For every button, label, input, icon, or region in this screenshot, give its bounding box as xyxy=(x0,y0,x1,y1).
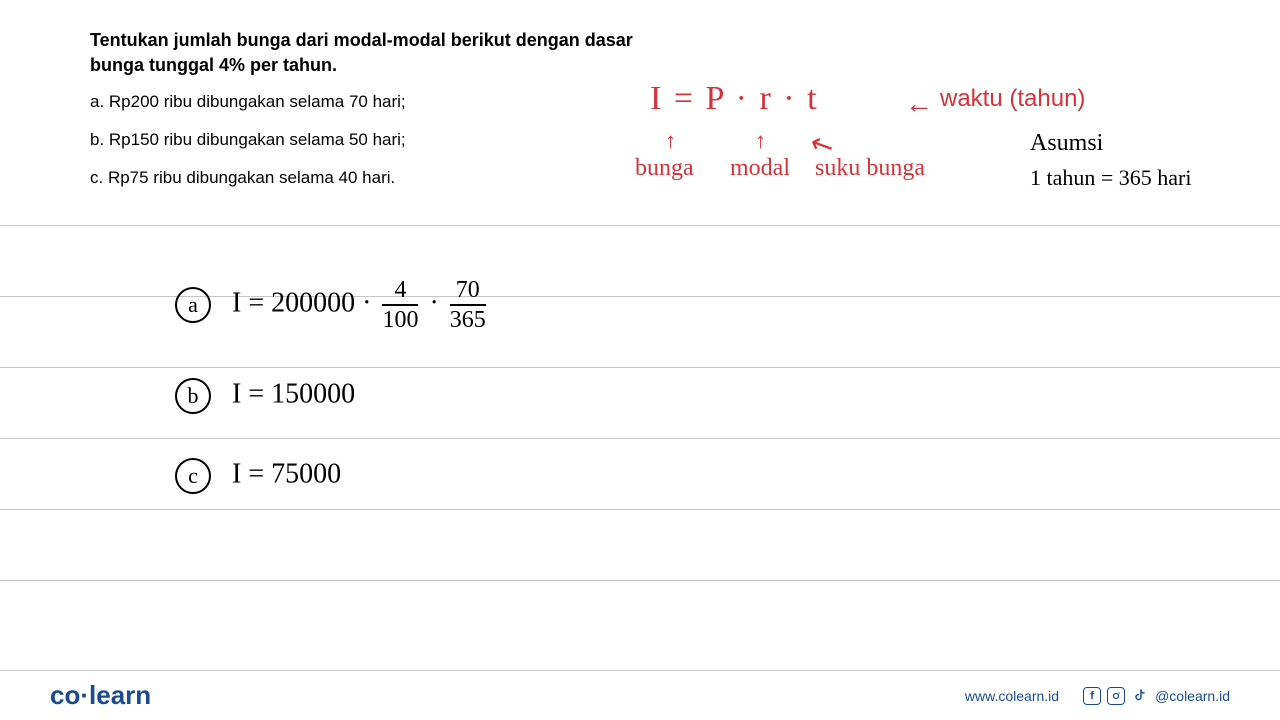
work-label-c: c xyxy=(175,458,211,494)
rule-line xyxy=(0,438,1280,439)
work-c-text: I = 75000 xyxy=(232,458,341,489)
formula-modal-label: modal xyxy=(730,155,790,182)
colearn-logo: co·learn xyxy=(50,680,151,711)
question-title: Tentukan jumlah bunga dari modal-modal b… xyxy=(90,28,650,78)
arrow-up-icon: ↑ xyxy=(755,128,766,154)
frac-den: 365 xyxy=(450,306,486,332)
logo-co: co xyxy=(50,680,80,710)
facebook-icon: f xyxy=(1083,687,1101,705)
asumsi-title: Asumsi xyxy=(1030,130,1103,157)
arrow-left-icon: ← xyxy=(905,88,933,120)
logo-dot-icon: · xyxy=(80,680,89,710)
frac-num: 4 xyxy=(382,278,418,306)
work-label-a: a xyxy=(175,287,211,323)
asumsi-detail: 1 tahun = 365 hari xyxy=(1030,165,1192,191)
question-item-c: c. Rp75 ribu dibungakan selama 40 hari. xyxy=(90,166,650,190)
work-a-prefix: I = 200000 · xyxy=(232,287,371,318)
formula-bunga-label: bunga xyxy=(635,155,694,182)
footer-right: www.colearn.id f @colearn.id xyxy=(965,687,1230,705)
work-label-b: b xyxy=(175,378,211,414)
work-row-a: a I = 200000 · 4 100 · 70 365 xyxy=(175,278,490,332)
formula-waktu-label: waktu (tahun) xyxy=(940,85,1085,113)
footer-social: f @colearn.id xyxy=(1083,687,1230,705)
logo-learn: learn xyxy=(89,680,151,710)
arrow-up-icon: ↑ xyxy=(665,128,676,154)
question-area: Tentukan jumlah bunga dari modal-modal b… xyxy=(90,28,650,204)
frac-num: 70 xyxy=(450,278,486,306)
footer-website: www.colearn.id xyxy=(965,688,1059,704)
work-a-frac1: 4 100 xyxy=(382,278,418,332)
work-row-c: c I = 75000 xyxy=(175,458,341,494)
footer-handle: @colearn.id xyxy=(1155,688,1230,704)
rule-line xyxy=(0,509,1280,510)
rule-line xyxy=(0,225,1280,226)
question-item-b: b. Rp150 ribu dibungakan selama 50 hari; xyxy=(90,128,650,152)
work-b-text: I = 150000 xyxy=(232,378,355,409)
question-item-a: a. Rp200 ribu dibungakan selama 70 hari; xyxy=(90,90,650,114)
work-a-frac2: 70 365 xyxy=(450,278,486,332)
rule-line xyxy=(0,580,1280,581)
instagram-icon xyxy=(1107,687,1125,705)
frac-den: 100 xyxy=(382,306,418,332)
formula-suku-label: suku bunga xyxy=(815,155,925,182)
work-a-mid: · xyxy=(429,287,438,318)
rule-line xyxy=(0,367,1280,368)
tiktok-icon xyxy=(1131,687,1149,705)
footer: co·learn www.colearn.id f @colearn.id xyxy=(0,670,1280,720)
work-row-b: b I = 150000 xyxy=(175,378,355,414)
